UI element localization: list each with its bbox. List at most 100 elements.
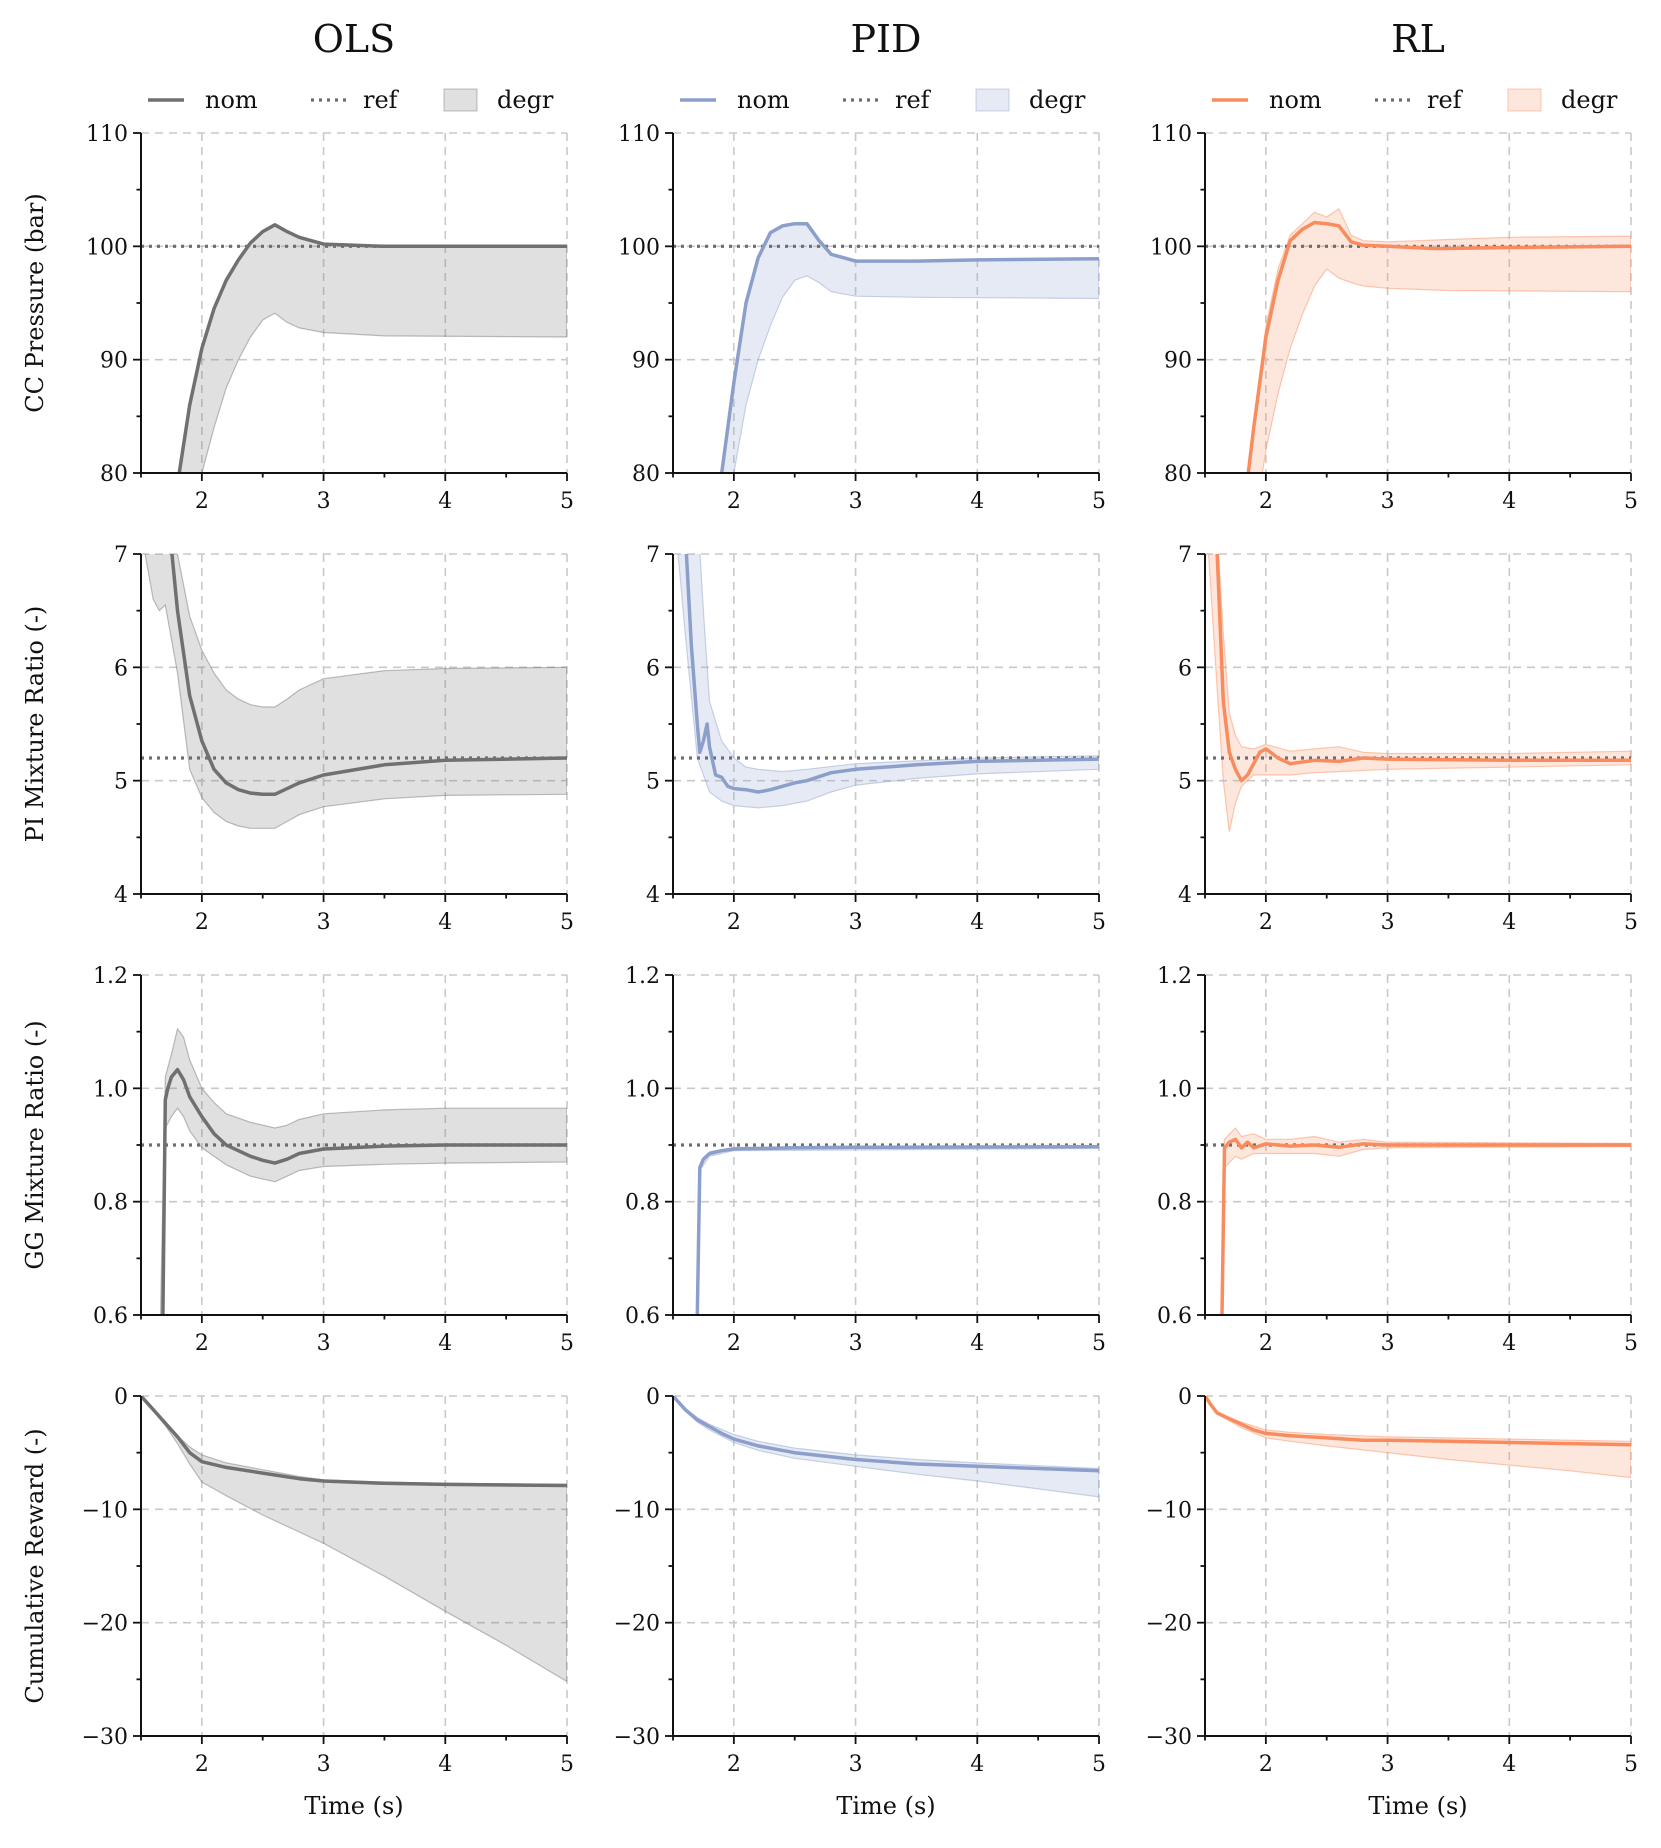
y-tick-label: 1.2 xyxy=(93,964,128,989)
x-axis-label: Time (s) xyxy=(836,1792,935,1820)
y-tick-label: 110 xyxy=(1150,122,1192,147)
panel-pid-row-4: 2 3 4 5 −30 −20 −10 0 Time (s) xyxy=(614,1385,1106,1820)
y-tick-label: 4 xyxy=(646,883,660,908)
y-axis-label: Cumulative Reward (-) xyxy=(21,1428,49,1703)
x-tick-label: 2 xyxy=(195,1331,209,1356)
nom-line xyxy=(1215,554,1631,783)
x-tick-label: 5 xyxy=(1624,489,1638,514)
x-tick-label: 2 xyxy=(727,910,741,935)
x-tick-label: 4 xyxy=(438,489,452,514)
y-tick-label: −10 xyxy=(1146,1498,1192,1523)
plot-area xyxy=(141,1396,567,1683)
x-tick-label: 2 xyxy=(1259,910,1273,935)
nom-line xyxy=(141,1396,567,1488)
degr-band xyxy=(1221,1127,1631,1315)
plot-area xyxy=(1205,554,1631,832)
column-title-rl: RL xyxy=(1391,17,1445,61)
plot-area xyxy=(141,223,567,473)
degr-band xyxy=(696,1144,1099,1315)
x-tick-label: 5 xyxy=(560,489,574,514)
panel-rl-row-1: 2 3 4 5 80 90 100 110 xyxy=(1150,122,1638,514)
degr-band xyxy=(141,1396,567,1683)
x-tick-label: 3 xyxy=(1381,1331,1395,1356)
legend-nom-label: nom xyxy=(737,86,790,114)
x-tick-label: 4 xyxy=(438,1752,452,1777)
nom-line xyxy=(177,223,567,473)
x-tick-label: 4 xyxy=(1502,1752,1516,1777)
degr-band xyxy=(1205,1396,1631,1479)
x-tick-label: 4 xyxy=(970,1752,984,1777)
x-tick-label: 2 xyxy=(195,1752,209,1777)
y-tick-label: 100 xyxy=(86,235,128,260)
y-tick-label: 0.6 xyxy=(1157,1304,1192,1329)
y-tick-label: 0.6 xyxy=(625,1304,660,1329)
y-tick-label: 4 xyxy=(1178,883,1192,908)
legend-degr-label: degr xyxy=(497,86,554,114)
x-tick-label: 3 xyxy=(1381,910,1395,935)
x-tick-label: 3 xyxy=(849,910,863,935)
nom-line xyxy=(684,554,1099,794)
panel-ols-row-3: 2 3 4 5 0.6 0.8 1.0 1.2 GG Mixture Ratio (-) xyxy=(21,964,574,1356)
x-tick-label: 5 xyxy=(1092,1752,1106,1777)
legend-degr-swatch xyxy=(1507,88,1542,112)
panel-ols-row-4: 2 3 4 5 −30 −20 −10 0 Cumulative Reward (-) Time … xyxy=(21,1385,574,1820)
grid xyxy=(673,1395,1100,1737)
y-tick-label: 0 xyxy=(646,1385,660,1410)
x-tick-label: 4 xyxy=(970,489,984,514)
y-tick-label: 1.2 xyxy=(1157,964,1192,989)
y-tick-label: 0 xyxy=(114,1385,128,1410)
y-tick-label: 90 xyxy=(100,349,128,374)
y-tick-label: 1.2 xyxy=(625,964,660,989)
legend-ref-label: ref xyxy=(363,86,400,114)
degr-band xyxy=(677,554,1099,809)
y-tick-label: −20 xyxy=(82,1612,128,1637)
x-tick-label: 5 xyxy=(1092,489,1106,514)
x-tick-label: 4 xyxy=(1502,1331,1516,1356)
y-tick-label: −10 xyxy=(82,1498,128,1523)
y-tick-label: −30 xyxy=(1146,1725,1192,1750)
panel-rl-row-3: 2 3 4 5 0.6 0.8 1.0 1.2 xyxy=(1157,964,1638,1356)
y-tick-label: 100 xyxy=(618,235,660,260)
x-tick-label: 3 xyxy=(849,1752,863,1777)
y-tick-label: −20 xyxy=(1146,1612,1192,1637)
legend-degr-swatch xyxy=(975,88,1010,112)
x-tick-label: 2 xyxy=(1259,489,1273,514)
x-tick-label: 5 xyxy=(1624,910,1638,935)
y-tick-label: 6 xyxy=(1178,656,1192,681)
panel-pid-row-2: 2 3 4 5 4 5 6 7 xyxy=(646,543,1106,935)
y-tick-label: 0.8 xyxy=(93,1191,128,1216)
y-tick-label: 90 xyxy=(1164,349,1192,374)
nom-line xyxy=(719,221,1099,473)
x-tick-label: 5 xyxy=(560,910,574,935)
legend-degr-swatch xyxy=(443,88,478,112)
y-tick-label: 100 xyxy=(1150,235,1192,260)
y-tick-label: 7 xyxy=(114,543,128,568)
x-tick-label: 4 xyxy=(438,1331,452,1356)
y-tick-label: 4 xyxy=(114,883,128,908)
y-tick-label: 7 xyxy=(646,543,660,568)
y-tick-label: 0 xyxy=(1178,1385,1192,1410)
plot-area xyxy=(1205,1127,1631,1315)
degr-band xyxy=(178,224,567,473)
column-title-pid: PID xyxy=(850,17,921,61)
x-tick-label: 5 xyxy=(560,1752,574,1777)
y-tick-label: −20 xyxy=(614,1612,660,1637)
x-tick-label: 2 xyxy=(1259,1752,1273,1777)
panel-pid-row-1: 2 3 4 5 80 90 100 110 xyxy=(618,122,1106,514)
x-tick-label: 3 xyxy=(317,489,331,514)
y-tick-label: 5 xyxy=(646,770,660,795)
nom-line xyxy=(695,1144,1099,1315)
y-tick-label: 110 xyxy=(618,122,660,147)
y-tick-label: 90 xyxy=(632,349,660,374)
nom-line xyxy=(161,1067,567,1315)
y-tick-label: 0.6 xyxy=(93,1304,128,1329)
plot-area xyxy=(1205,1396,1631,1479)
y-tick-label: 0.8 xyxy=(625,1191,660,1216)
nom-line xyxy=(170,554,567,797)
nom-line xyxy=(1205,1396,1631,1447)
plot-area xyxy=(673,554,1099,809)
degr-band xyxy=(673,1396,1099,1498)
nom-line xyxy=(673,1396,1099,1473)
panel-ols-row-1: 2 3 4 5 80 90 100 110 CC Pressure (bar) xyxy=(21,122,574,514)
